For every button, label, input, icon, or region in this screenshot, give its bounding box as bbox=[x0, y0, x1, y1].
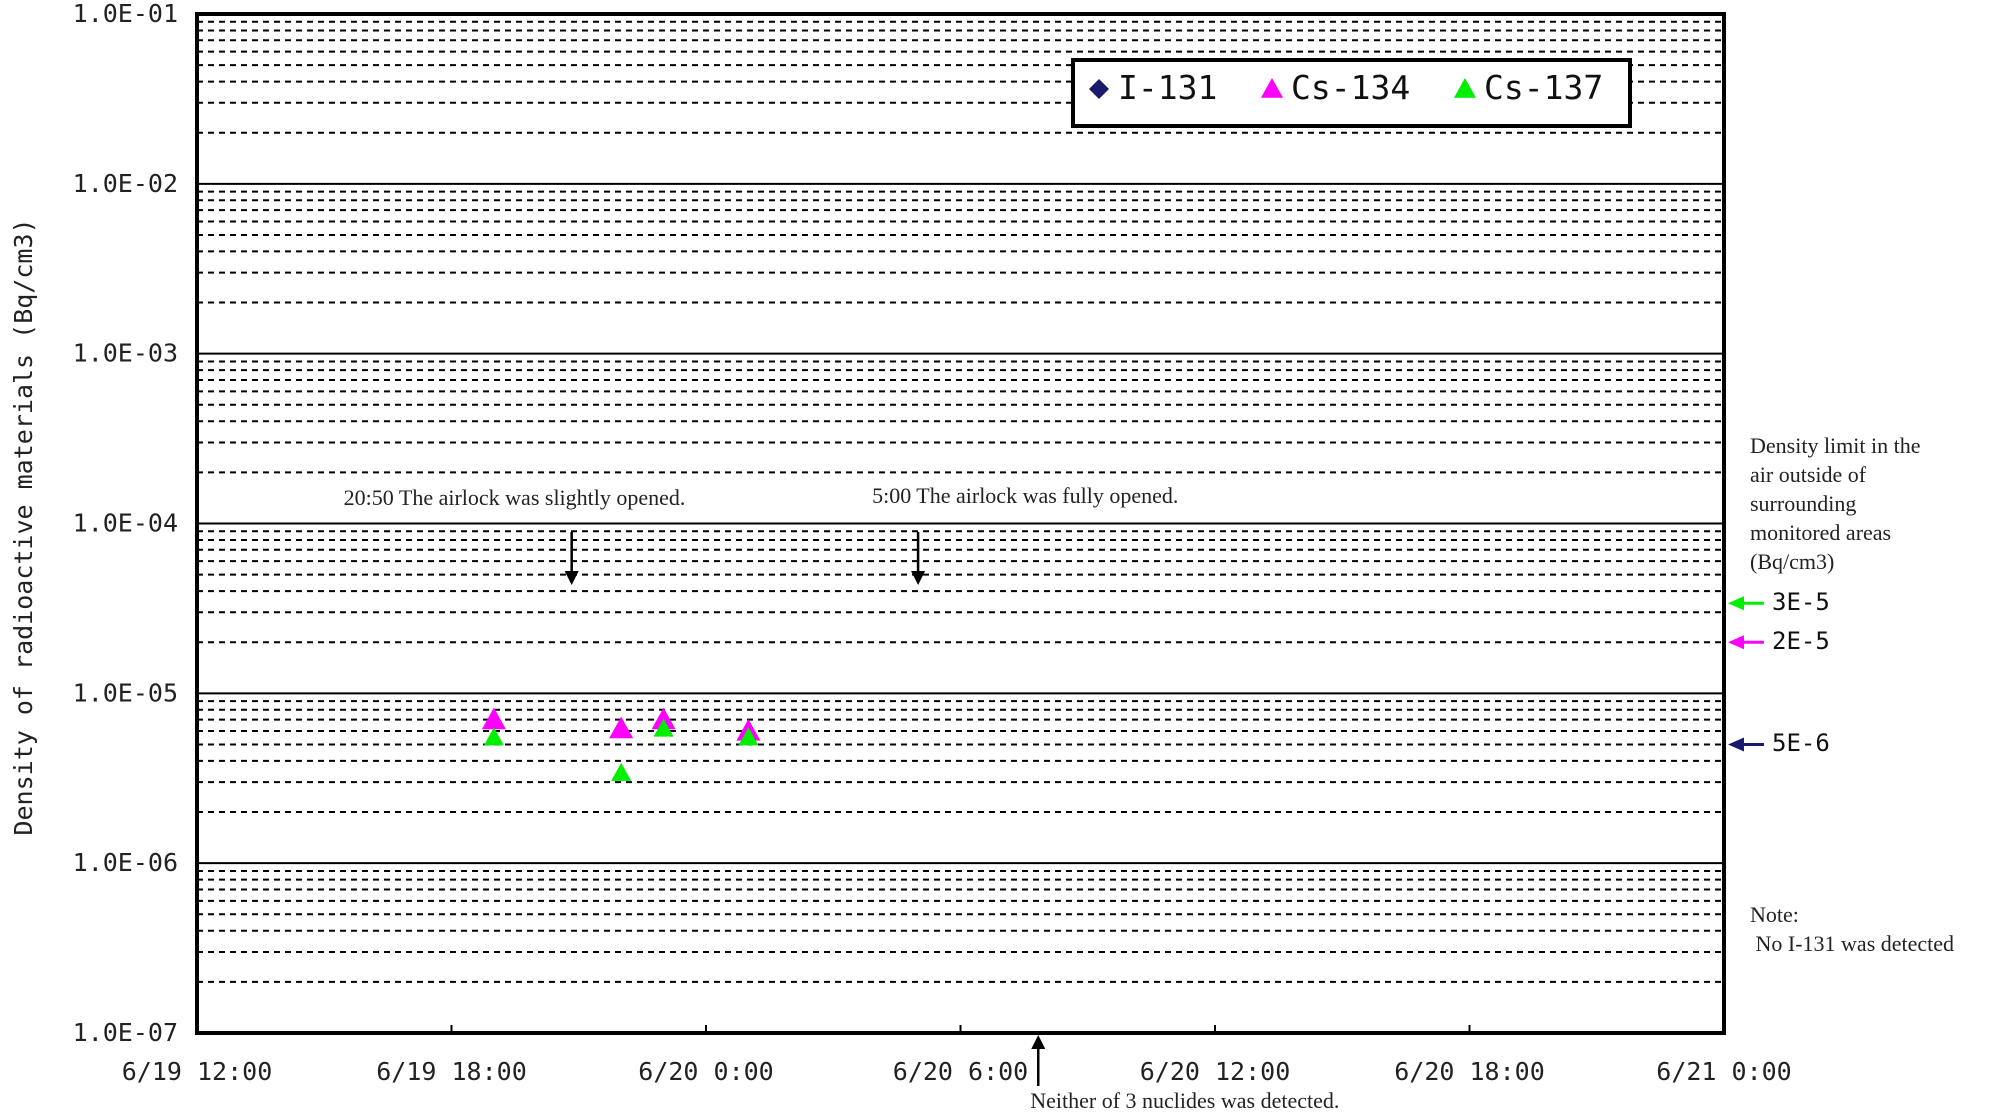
x-tick-label: 6/20 18:00 bbox=[1394, 1057, 1545, 1086]
y-tick-labels: 1.0E-07 1.0E-06 1.0E-05 1.0E-04 1.0E-03 1.0E-… bbox=[73, 0, 178, 1047]
y-tick-label: 1.0E-03 bbox=[73, 339, 178, 368]
y-tick-label: 1.0E-06 bbox=[73, 848, 178, 877]
text-line: (Bq/cm3) bbox=[1750, 549, 1835, 574]
annotation-text: 5:00 The airlock was fully opened. bbox=[872, 483, 1178, 508]
point-cs-137 bbox=[483, 727, 504, 746]
annotation-arrowhead bbox=[911, 571, 926, 585]
text-line: air outside of bbox=[1750, 462, 1867, 487]
x-tick-label: 6/20 0:00 bbox=[638, 1057, 773, 1086]
y-tick-label: 1.0E-07 bbox=[73, 1018, 178, 1047]
legend-label: I-131 bbox=[1118, 68, 1217, 107]
x-tick-label: 6/20 6:00 bbox=[893, 1057, 1028, 1086]
x-tick-label: 6/19 18:00 bbox=[376, 1057, 527, 1086]
limit-heading: Density limit in the air outside of surrou… bbox=[1750, 431, 1921, 576]
point-cs-134 bbox=[481, 707, 506, 730]
legend-marker-diamond bbox=[1089, 79, 1109, 99]
annotation-arrowhead bbox=[1031, 1035, 1046, 1049]
y-axis-label: Density of radioactive materials (Bq/cm3… bbox=[9, 218, 38, 835]
text-line: Note: bbox=[1750, 902, 1799, 927]
y-tick-label: 1.0E-05 bbox=[73, 678, 178, 707]
limit-arrowhead bbox=[1728, 635, 1744, 650]
annotation-text: Neither of 3 nuclides was detected. bbox=[1030, 1088, 1339, 1113]
legend: I-131 Cs-134 Cs-137 bbox=[1071, 58, 1632, 128]
legend-label: Cs-137 bbox=[1484, 68, 1603, 107]
point-cs-137 bbox=[738, 727, 759, 746]
limit-value-label: 3E-5 bbox=[1772, 588, 1830, 617]
legend-label: Cs-134 bbox=[1291, 68, 1410, 107]
legend-marker-triangle bbox=[1454, 78, 1476, 98]
y-tick-label: 1.0E-02 bbox=[73, 169, 178, 198]
text-line: Density limit in the bbox=[1750, 433, 1921, 458]
limit-value-label: 2E-5 bbox=[1772, 627, 1830, 656]
note-block: Note: No I-131 was detected bbox=[1750, 900, 1954, 958]
limit-value-label: 5E-6 bbox=[1772, 729, 1830, 758]
limit-arrowhead bbox=[1728, 737, 1744, 752]
limit-arrows bbox=[1728, 596, 1764, 752]
x-tick-label: 6/21 0:00 bbox=[1656, 1057, 1791, 1086]
point-cs-137 bbox=[653, 718, 674, 737]
legend-box bbox=[1071, 58, 1632, 128]
point-cs-134 bbox=[651, 707, 676, 730]
point-cs-134 bbox=[609, 716, 634, 739]
limit-arrowhead bbox=[1728, 596, 1744, 611]
data-points bbox=[481, 707, 761, 781]
point-cs-137 bbox=[611, 762, 632, 781]
legend-marker-triangle bbox=[1261, 78, 1283, 98]
x-tick-label: 6/20 12:00 bbox=[1140, 1057, 1291, 1086]
grid-layer bbox=[197, 20, 1724, 983]
annotations: 20:50 The airlock was slightly opened. 5:… bbox=[344, 483, 1340, 1113]
y-tick-label: 1.0E-04 bbox=[73, 509, 178, 538]
y-tick-label: 1.0E-01 bbox=[73, 0, 178, 28]
annotation-arrowhead bbox=[564, 571, 579, 585]
x-tick-labels: 6/19 12:00 6/19 18:00 6/20 0:00 6/20 6:00 6/… bbox=[122, 1025, 1792, 1086]
text-line: No I-131 was detected bbox=[1750, 931, 1955, 956]
text-line: monitored areas bbox=[1750, 520, 1892, 545]
text-line: surrounding bbox=[1750, 491, 1857, 516]
annotation-text: 20:50 The airlock was slightly opened. bbox=[344, 485, 686, 510]
x-tick-label: 6/19 12:00 bbox=[122, 1057, 273, 1086]
